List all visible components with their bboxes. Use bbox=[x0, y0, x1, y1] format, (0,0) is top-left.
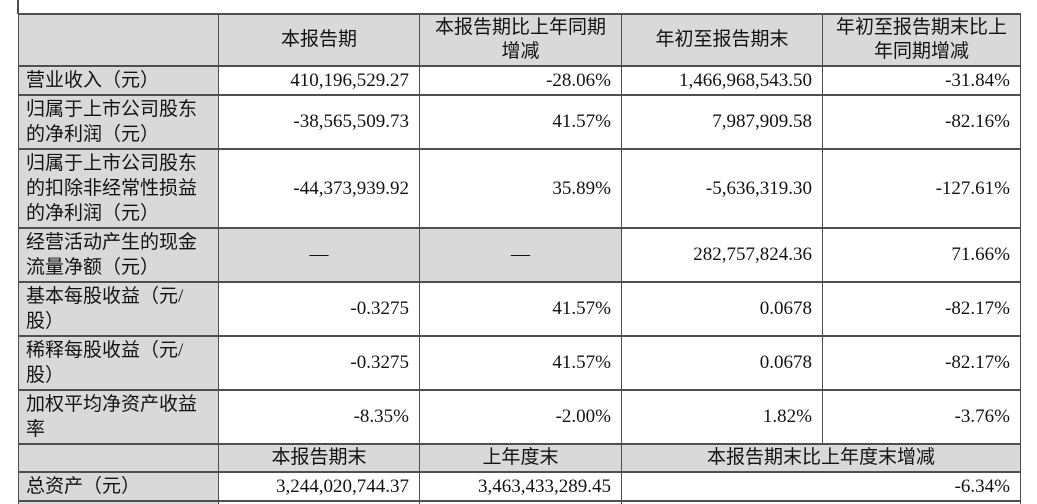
value-cell: 1.82% bbox=[621, 389, 823, 445]
value-cell: 41.57% bbox=[419, 94, 622, 150]
row-label: 总资产（元） bbox=[18, 471, 219, 502]
value-cell: 1,466,968,543.50 bbox=[621, 65, 823, 96]
value-cell: 3,463,433,289.45 bbox=[419, 471, 622, 502]
table-row: 营业收入（元） 410,196,529.27 -28.06% 1,466,968,54… bbox=[18, 65, 1021, 96]
value-cell: 7,987,909.58 bbox=[621, 94, 823, 150]
value-cell: -82.17% bbox=[822, 335, 1021, 391]
value-cell: -8.35% bbox=[218, 389, 420, 445]
value-cell: 0.0678 bbox=[621, 281, 823, 337]
value-cell: 3,244,020,744.37 bbox=[218, 471, 420, 502]
table-row: 稀释每股收益（元/股） -0.3275 41.57% 0.0678 -82.17% bbox=[18, 335, 1021, 391]
value-cell: 282,757,824.36 bbox=[621, 227, 823, 283]
section1-header bbox=[18, 13, 219, 67]
table-row: 归属于上市公司股东442,631,268.52426,708,721.353.7… bbox=[18, 500, 1021, 504]
value-cell: 35.89% bbox=[419, 148, 622, 229]
value-cell: 41.57% bbox=[419, 281, 622, 337]
section2-header: 本报告期末 bbox=[218, 443, 420, 473]
value-cell: -82.17% bbox=[822, 281, 1021, 337]
value-cell: -3.76% bbox=[822, 389, 1021, 445]
value-cell: -0.3275 bbox=[218, 335, 420, 391]
table-row: 总资产（元） 3,244,020,744.37 3,463,433,289.45 -6… bbox=[18, 471, 1021, 502]
section2-header: 上年度末 bbox=[419, 443, 622, 473]
table-row: 基本每股收益（元/股） -0.3275 41.57% 0.0678 -82.17% bbox=[18, 281, 1021, 337]
row-label: 归属于上市公司股东的净利润（元） bbox=[18, 94, 219, 150]
value-cell: 0.0678 bbox=[621, 335, 823, 391]
row-label: 稀释每股收益（元/股） bbox=[18, 335, 219, 391]
value-cell: — bbox=[419, 227, 622, 283]
section1-header-row: 本报告期 本报告期比上年同期增减 年初至报告期末 年初至报告期末比上年同期增减 bbox=[18, 13, 1021, 67]
value-cell: 410,196,529.27 bbox=[218, 65, 420, 96]
value-cell: — bbox=[218, 227, 420, 283]
section1-header: 本报告期 bbox=[218, 13, 420, 67]
value-cell: -2.00% bbox=[419, 389, 622, 445]
row-label: 归属于上市公司股东的扣除非经常性损益的净利润（元） bbox=[18, 148, 219, 229]
value-cell: 3.73% bbox=[621, 500, 1021, 504]
row-label: 基本每股收益（元/股） bbox=[18, 281, 219, 337]
value-cell: 41.57% bbox=[419, 335, 622, 391]
table-row: 经营活动产生的现金流量净额（元） — —282,757,824.36 71.66% bbox=[18, 227, 1021, 283]
section1-header: 年初至报告期末 bbox=[621, 13, 823, 67]
value-cell: -38,565,509.73 bbox=[218, 94, 420, 150]
value-cell: -6.34% bbox=[621, 471, 1021, 502]
value-cell: -31.84% bbox=[822, 65, 1021, 96]
cropped-row-border-artifact bbox=[17, 0, 19, 14]
table-row: 归属于上市公司股东的扣除非经常性损益的净利润（元） -44,373,939.92 3… bbox=[18, 148, 1021, 229]
section1-header: 本报告期比上年同期增减 bbox=[419, 13, 622, 67]
table-row: 加权平均净资产收益率 -8.35% -2.00% 1.82% -3.76% bbox=[18, 389, 1021, 445]
key-financials-table: 本报告期 本报告期比上年同期增减 年初至报告期末 年初至报告期末比上年同期增减 营业收入… bbox=[18, 13, 1021, 504]
value-cell: -28.06% bbox=[419, 65, 622, 96]
value-cell: -5,636,319.30 bbox=[621, 148, 823, 229]
value-cell: -82.16% bbox=[822, 94, 1021, 150]
value-cell: -44,373,939.92 bbox=[218, 148, 420, 229]
section2-header: 本报告期末比上年度末增减 bbox=[621, 443, 1021, 473]
key-financials-body: 本报告期 本报告期比上年同期增减 年初至报告期末 年初至报告期末比上年同期增减 营业收入… bbox=[18, 13, 1021, 504]
row-label: 营业收入（元） bbox=[18, 65, 219, 96]
section2-header-row: 本报告期末 上年度末 本报告期末比上年度末增减 bbox=[18, 443, 1021, 473]
value-cell: -0.3275 bbox=[218, 281, 420, 337]
row-label: 加权平均净资产收益率 bbox=[18, 389, 219, 445]
table-row: 归属于上市公司股东的净利润（元） -38,565,509.73 41.57% 7,98… bbox=[18, 94, 1021, 150]
value-cell: -127.61% bbox=[822, 148, 1021, 229]
value-cell: 71.66% bbox=[822, 227, 1021, 283]
row-label: 经营活动产生的现金流量净额（元） bbox=[18, 227, 219, 283]
section1-header: 年初至报告期末比上年同期增减 bbox=[822, 13, 1021, 67]
section2-header bbox=[18, 443, 219, 473]
